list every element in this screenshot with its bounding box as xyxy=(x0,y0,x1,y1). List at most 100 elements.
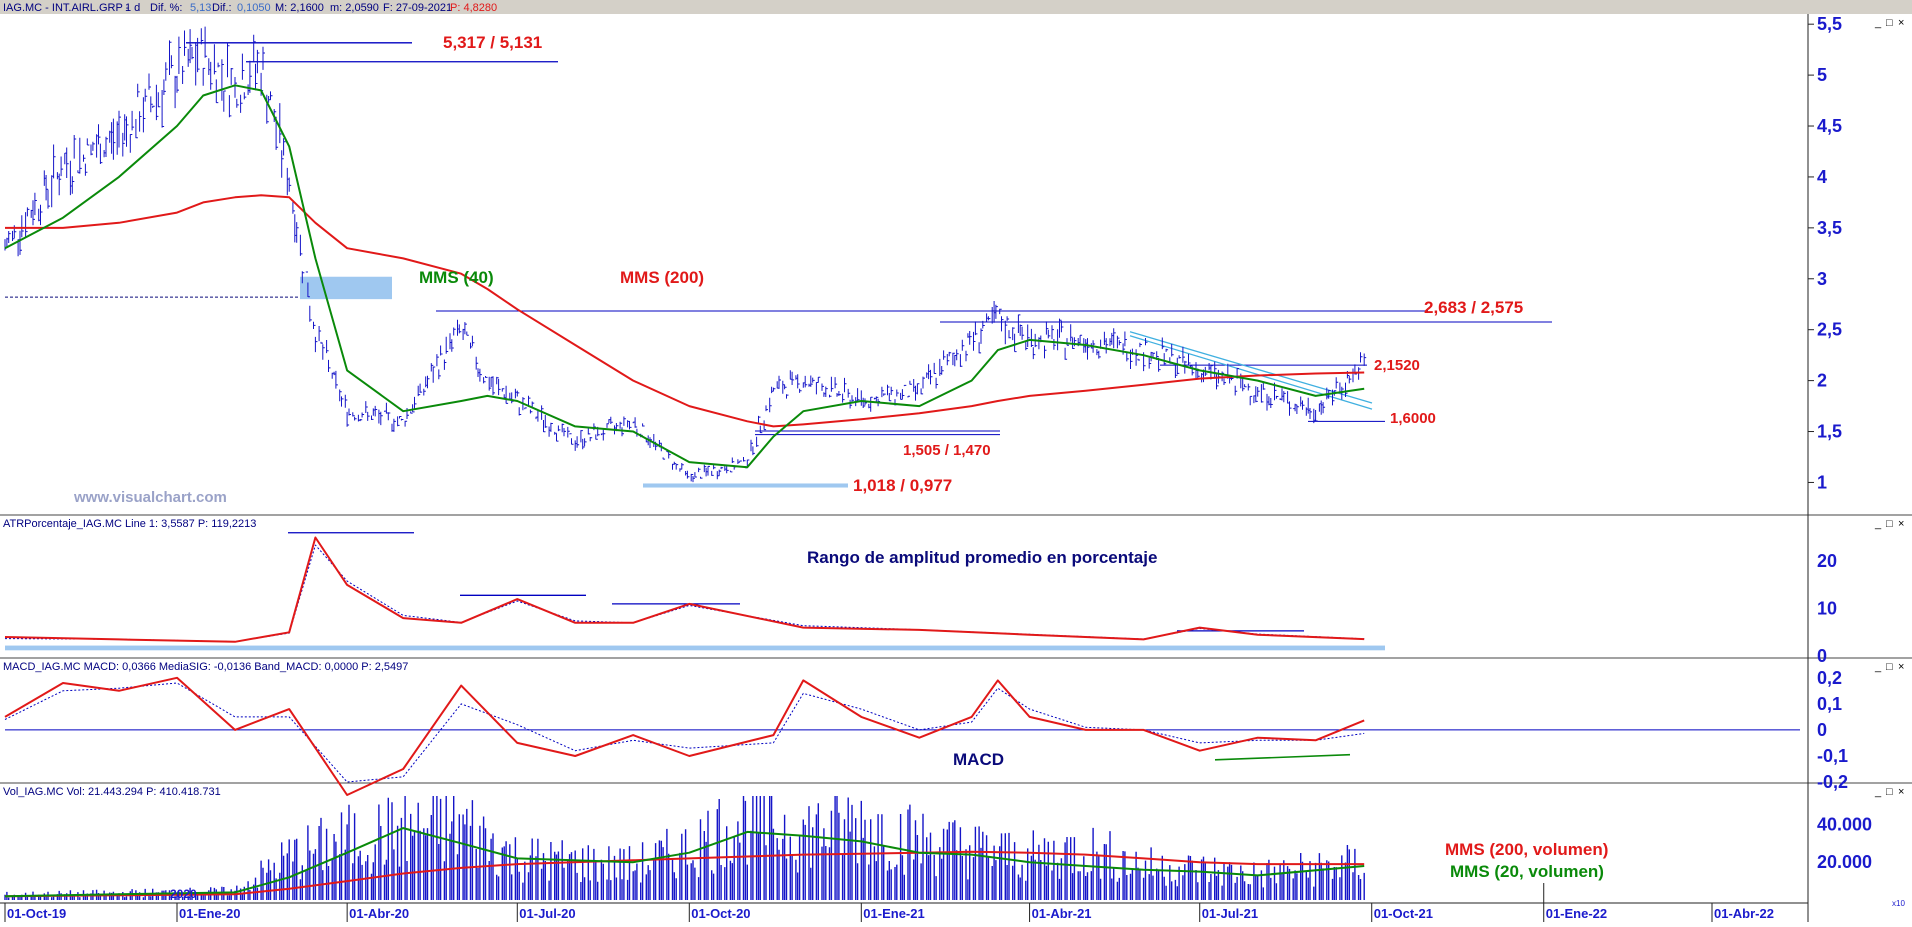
vol-tick-label: 20.000 xyxy=(1817,852,1872,872)
atr-tick-label: 20 xyxy=(1817,551,1837,571)
vol-mms200-line xyxy=(4,850,1365,898)
header-min: m: 2,0590 xyxy=(330,2,379,14)
price-bars xyxy=(4,26,1367,483)
window-buttons-vol[interactable]: _ □ × xyxy=(1874,786,1904,798)
price-tick-label: 2 xyxy=(1817,371,1827,391)
header-symbol: IAG.MC - INT.AIRL.GRP - xyxy=(3,2,130,14)
date-tick-label: 01-Oct-21 xyxy=(1374,906,1433,921)
annotation-support-1505: 1,505 / 1,470 xyxy=(903,442,991,459)
atr-tick-label: 10 xyxy=(1817,599,1837,619)
price-tick-label: 3 xyxy=(1817,269,1827,289)
axis-labels: 1 1,5 2 2,5 3 3,5 4 4,5 5 5,5 0 10 20 -0,2 -0,1 0 0,1 0,2… xyxy=(1808,14,1872,872)
price-tick-label: 4,5 xyxy=(1817,116,1842,136)
price-tick-label: 5 xyxy=(1817,65,1827,85)
close-button[interactable]: × xyxy=(1898,786,1904,798)
annotation-level-16: 1,6000 xyxy=(1390,410,1436,427)
date-tick-label: 01-Abr-22 xyxy=(1714,906,1774,921)
price-tick-label: 1 xyxy=(1817,472,1827,492)
header-bar xyxy=(0,0,1912,14)
header-dif-label: Dif.: xyxy=(212,2,232,14)
annotation-bottom: 1,018 / 0,977 xyxy=(853,476,952,495)
year-marker: 2020 xyxy=(170,887,197,901)
macd-line xyxy=(4,676,1365,796)
header-max: M: 2,1600 xyxy=(275,2,324,14)
date-tick-label: 01-Jul-21 xyxy=(1202,906,1258,921)
date-axis: 01-Oct-19 01-Ene-20 01-Abr-20 01-Jul-20 01-O… xyxy=(0,883,1808,922)
date-tick-label: 01-Jul-20 xyxy=(519,906,575,921)
window-buttons-atr[interactable]: _ □ × xyxy=(1874,518,1904,530)
maximize-button[interactable]: □ xyxy=(1886,786,1893,798)
header-date: F: 27-09-2021 xyxy=(383,2,452,14)
mms200-line xyxy=(5,194,1365,428)
atr-header: ATRPorcentaje_IAG.MC Line 1: 3,5587 P: 1… xyxy=(3,518,256,530)
atr-title: Rango de amplitud promedio en porcentaje xyxy=(807,548,1157,567)
close-button[interactable]: × xyxy=(1898,661,1904,673)
maximize-button[interactable]: □ xyxy=(1886,661,1893,673)
annotation-mms200: MMS (200) xyxy=(620,268,704,287)
price-tick-label: 4 xyxy=(1817,167,1827,187)
close-button[interactable]: × xyxy=(1898,17,1904,29)
date-tick-label: 01-Ene-21 xyxy=(863,906,924,921)
date-tick-label: 01-Oct-20 xyxy=(691,906,750,921)
annotation-level-2152: 2,1520 xyxy=(1374,357,1420,374)
annotation-mms40: MMS (40) xyxy=(419,268,494,287)
macd-tick-label: -0,1 xyxy=(1817,746,1848,766)
trend-line xyxy=(1129,331,1373,404)
atr-panel[interactable] xyxy=(4,532,1385,651)
macd-tick-label: 0,2 xyxy=(1817,668,1842,688)
date-tick-label: 01-Ene-22 xyxy=(1546,906,1607,921)
macd-title: MACD xyxy=(953,750,1004,769)
header-dif-pct-value: 5,13 xyxy=(190,2,211,14)
minimize-button[interactable]: _ xyxy=(1874,661,1882,673)
header-price: P: 4,8280 xyxy=(450,2,497,14)
trend-line xyxy=(1129,335,1373,410)
highlight-box xyxy=(5,645,1385,651)
date-tick-label: 01-Abr-20 xyxy=(349,906,409,921)
header-dif-pct-label: Dif. %: xyxy=(150,2,182,14)
minimize-button[interactable]: _ xyxy=(1874,518,1882,530)
price-tick-label: 1,5 xyxy=(1817,422,1842,442)
date-tick-label: 01-Ene-20 xyxy=(179,906,240,921)
window-buttons-price[interactable]: _ □ × xyxy=(1874,17,1904,29)
price-tick-label: 3,5 xyxy=(1817,218,1842,238)
macd-tick-label: 0,1 xyxy=(1817,694,1842,714)
highlight-box xyxy=(643,483,848,488)
macd-panel[interactable] xyxy=(4,676,1800,796)
mms40-line xyxy=(4,84,1365,469)
macd-header: MACD_IAG.MC MACD: 0,0366 MediaSIG: -0,01… xyxy=(3,661,408,673)
price-tick-label: 2,5 xyxy=(1817,320,1842,340)
vol-mms20-line xyxy=(4,827,1365,898)
price-tick-label: 5,5 xyxy=(1817,14,1842,34)
atr-line xyxy=(4,536,1365,643)
window-buttons-macd[interactable]: _ □ × xyxy=(1874,661,1904,673)
watermark: www.visualchart.com xyxy=(73,489,227,506)
price-panel[interactable] xyxy=(4,26,1552,488)
annotation-resistance: 2,683 / 2,575 xyxy=(1424,298,1523,317)
macd-divergence-line xyxy=(1214,753,1351,761)
x10-badge: x10 xyxy=(1892,899,1905,908)
highlight-box xyxy=(300,276,392,300)
volume-panel[interactable] xyxy=(4,796,1365,900)
macd-tick-label: 0 xyxy=(1817,720,1827,740)
annotation-top-levels: 5,317 / 5,131 xyxy=(443,33,542,52)
atr-signal-line xyxy=(4,544,1365,643)
maximize-button[interactable]: □ xyxy=(1886,17,1893,29)
minimize-button[interactable]: _ xyxy=(1874,17,1882,29)
date-tick-label: 01-Oct-19 xyxy=(7,906,66,921)
macd-signal-line xyxy=(4,682,1365,783)
vol-mms200-label: MMS (200, volumen) xyxy=(1445,840,1608,859)
vol-tick-label: 40.000 xyxy=(1817,814,1872,834)
volume-bars xyxy=(4,796,1365,900)
atr-tick-label: 0 xyxy=(1817,646,1827,666)
header-dif-value: 0,1050 xyxy=(237,2,271,14)
macd-tick-label: -0,2 xyxy=(1817,772,1848,792)
minimize-button[interactable]: _ xyxy=(1874,786,1882,798)
maximize-button[interactable]: □ xyxy=(1886,518,1893,530)
vol-mms20-label: MMS (20, volumen) xyxy=(1450,862,1604,881)
date-tick-label: 01-Abr-21 xyxy=(1032,906,1092,921)
close-button[interactable]: × xyxy=(1898,518,1904,530)
vol-header: Vol_IAG.MC Vol: 21.443.294 P: 410.418.73… xyxy=(3,786,221,798)
header-period: 1 d xyxy=(125,2,140,14)
